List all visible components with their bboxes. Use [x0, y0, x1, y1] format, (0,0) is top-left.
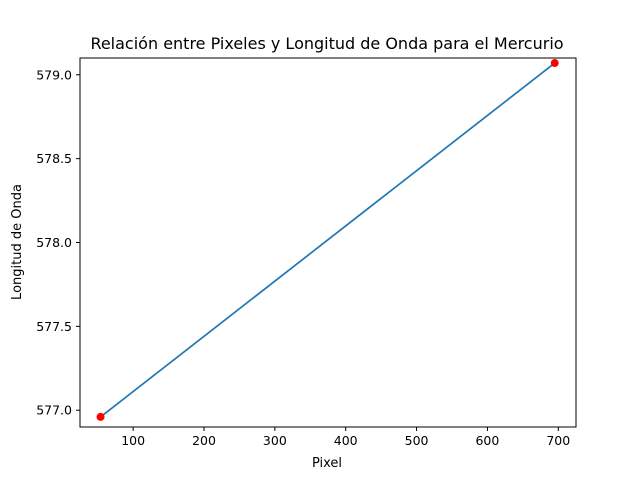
- x-tick-label: 200: [192, 433, 216, 448]
- x-tick-label: 700: [546, 433, 570, 448]
- chart-title: Relación entre Pixeles y Longitud de Ond…: [90, 34, 563, 53]
- x-axis-label: Pixel: [312, 456, 342, 471]
- axes-frame: [79, 57, 577, 428]
- y-tick-label: 578.5: [36, 151, 72, 166]
- x-tick-label: 300: [263, 433, 287, 448]
- y-tick-label: 577.5: [36, 319, 72, 334]
- data-point: [550, 59, 559, 68]
- y-tick-label: 579.0: [36, 67, 72, 82]
- x-tick-label: 400: [334, 433, 358, 448]
- x-tick-label: 100: [121, 433, 145, 448]
- y-tick-label: 578.0: [36, 235, 72, 250]
- x-tick-label: 600: [475, 433, 499, 448]
- y-tick-label: 577.0: [36, 403, 72, 418]
- x-tick-label: 500: [405, 433, 429, 448]
- plot-area: 100 200 300 400 500 600 700 577.0 577.5 578.0 578.…: [36, 57, 577, 448]
- data-point: [96, 412, 105, 421]
- series-line: [100, 62, 556, 418]
- y-axis-label: Longitud de Onda: [10, 184, 25, 300]
